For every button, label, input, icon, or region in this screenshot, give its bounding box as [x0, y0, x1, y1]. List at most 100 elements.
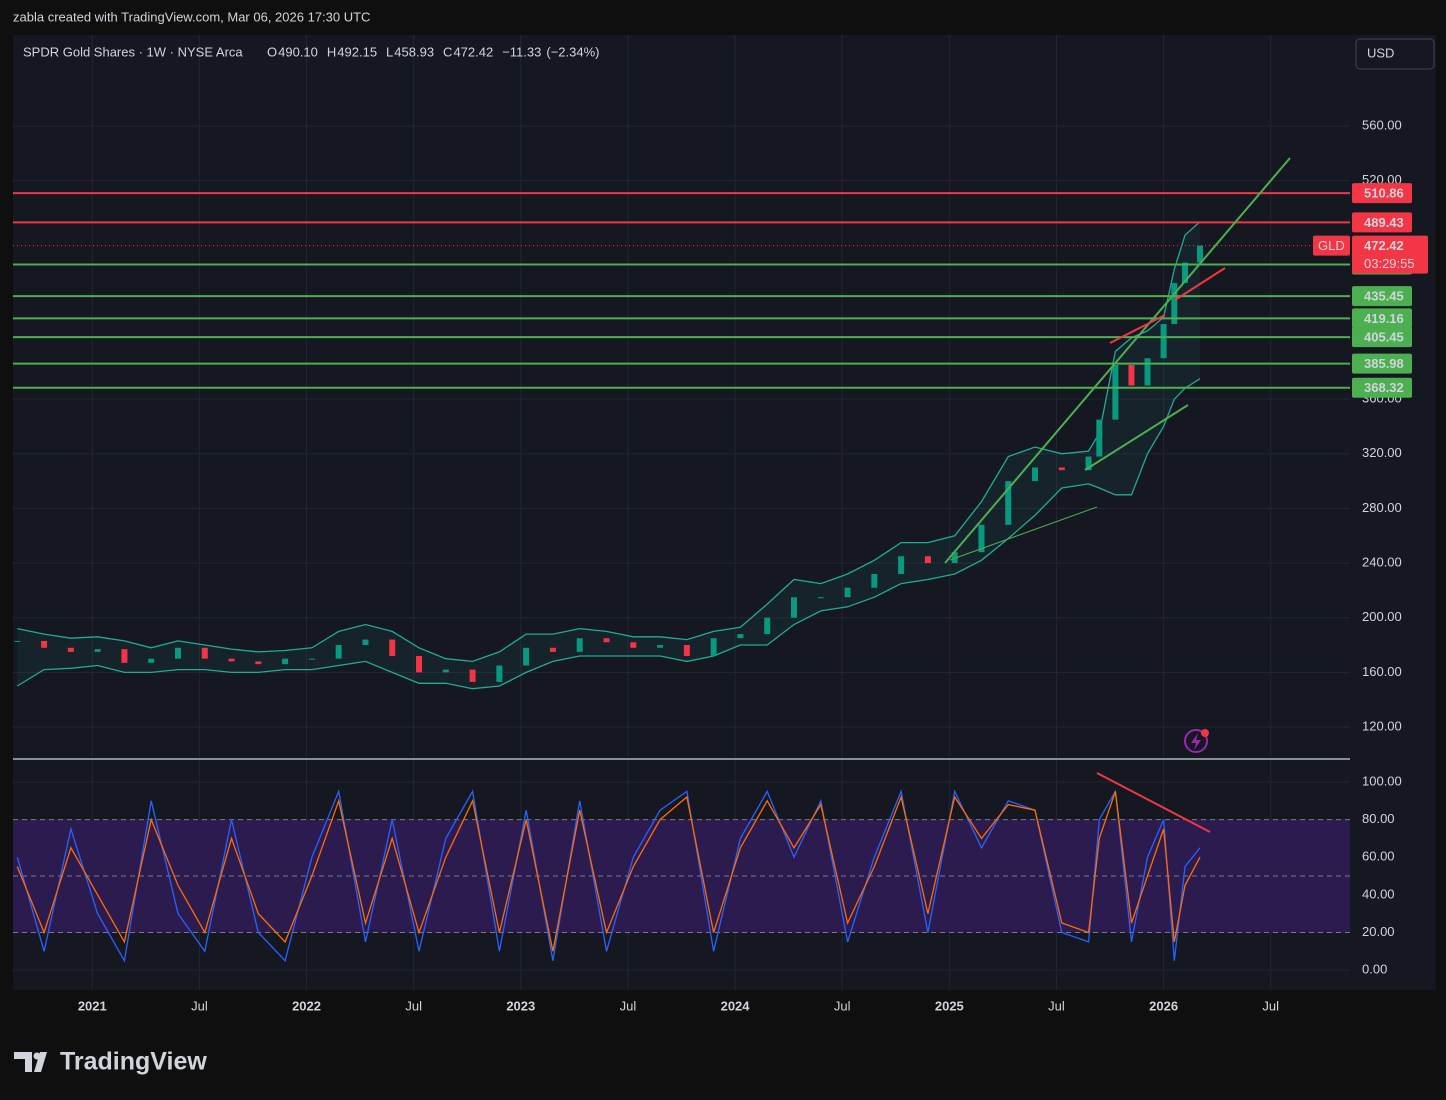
candle [1058, 467, 1065, 471]
candle [469, 669, 476, 682]
y-tick-label: 560.00 [1362, 117, 1402, 132]
brand: TradingView [60, 1048, 207, 1076]
x-tick-label: Jul [405, 998, 422, 1013]
ohlc-value: 490.10 [278, 44, 318, 59]
level-tag [1352, 327, 1412, 348]
candle [121, 649, 128, 663]
ohlc-value: 472.42 [453, 44, 493, 59]
candle [94, 649, 101, 652]
level-tag [1352, 377, 1412, 398]
level-tag [1352, 308, 1412, 329]
y-tick-label: 20.00 [1362, 924, 1395, 939]
x-tick-label: 2024 [721, 998, 751, 1013]
candle [1005, 481, 1012, 525]
candle [1171, 283, 1178, 325]
candle [790, 597, 797, 618]
candle [228, 658, 235, 662]
candle [603, 638, 610, 643]
countdown-label: 03:29:55 [1364, 256, 1415, 271]
axis-labels: 2021 Jul 2022 Jul 2023 Jul 2024 Jul 2025 Jul 2026 J… [78, 117, 1428, 1013]
candle [308, 658, 315, 660]
brand-logo [14, 1052, 47, 1072]
candle [389, 639, 396, 656]
candle [496, 665, 503, 682]
ohlc-key: L [386, 44, 393, 59]
y-tick-label: 320.00 [1362, 445, 1402, 460]
candle [1112, 365, 1119, 420]
level-label: 435.45 [1364, 289, 1404, 304]
level-label: 489.43 [1364, 215, 1404, 230]
candle [362, 639, 369, 646]
x-tick-label: 2023 [506, 998, 535, 1013]
candle [1032, 467, 1039, 482]
ohlc-value: 458.93 [394, 44, 434, 59]
alert-icon-bolt[interactable] [1191, 733, 1201, 750]
candle [1144, 358, 1151, 386]
trend-line [1109, 314, 1166, 344]
trend-line [944, 157, 1291, 564]
y-tick-label: 80.00 [1362, 811, 1395, 826]
bollinger-band [17, 221, 1201, 663]
divergence-line [1096, 772, 1211, 833]
level-label: 368.32 [1364, 380, 1404, 395]
candle [1085, 456, 1092, 471]
currency-button[interactable] [1355, 38, 1435, 70]
candle [442, 669, 449, 673]
candle [14, 640, 21, 642]
candle [282, 658, 289, 665]
level-tag [1352, 212, 1412, 233]
alert-icon-ring[interactable] [1184, 729, 1208, 753]
candle [576, 638, 583, 652]
candle [549, 647, 556, 652]
candle [67, 647, 74, 652]
x-tick-label: Jul [620, 998, 637, 1013]
x-tick-label: 2026 [1149, 998, 1178, 1013]
candle [683, 645, 690, 656]
symbol-label: GLD [1318, 238, 1345, 253]
x-tick-label: 2025 [935, 998, 964, 1013]
y-tick-label: 0.00 [1362, 962, 1387, 977]
y-tick-label: 40.00 [1362, 886, 1395, 901]
trend-line [1084, 404, 1189, 471]
candle [201, 647, 208, 659]
x-tick-label: Jul [834, 998, 851, 1013]
marks [13, 192, 1350, 963]
candle [1160, 324, 1167, 359]
candle [951, 552, 958, 564]
x-tick-label: 2021 [78, 998, 107, 1013]
y-tick-label: 240.00 [1362, 555, 1402, 570]
x-tick-label: Jul [1262, 998, 1279, 1013]
last-price-label: 472.42 [1364, 238, 1404, 253]
level-label: 510.86 [1364, 186, 1404, 201]
ohlc-key: C [443, 44, 452, 59]
x-tick-label: Jul [191, 998, 208, 1013]
candle [1128, 365, 1135, 386]
candle [1096, 419, 1103, 457]
candle [1197, 245, 1204, 263]
stoch-line [16, 789, 1201, 963]
ohlc-value: 492.15 [337, 44, 377, 59]
trend-line [949, 506, 1098, 561]
alert-icon[interactable] [1184, 729, 1209, 753]
ohlc-legend: O 490.10 H 492.15 L 458.93 C 472.42 −11.33 (−2.34… [267, 44, 600, 59]
candle [148, 658, 155, 663]
y-tick-label: 160.00 [1362, 664, 1402, 679]
level-label: 405.45 [1364, 330, 1404, 345]
x-tick-label: Jul [1048, 998, 1065, 1013]
candle [255, 661, 262, 665]
currency[interactable]: USD [1367, 45, 1394, 60]
change: −11.33 [502, 44, 541, 59]
bollinger-band [16, 378, 1201, 690]
change-percent: (−2.34%) [546, 44, 599, 59]
candle [817, 597, 824, 599]
last-price-tag [1352, 235, 1428, 274]
symbol-tag [1313, 235, 1350, 256]
y-tick-label: 100.00 [1362, 773, 1402, 788]
stoch-line [16, 791, 1201, 952]
attribution: zabla created with TradingView.com, Mar … [13, 9, 370, 24]
candle [978, 524, 985, 553]
level-tag [1352, 183, 1412, 204]
candle [844, 587, 851, 598]
y-tick-label: 280.00 [1362, 500, 1402, 515]
